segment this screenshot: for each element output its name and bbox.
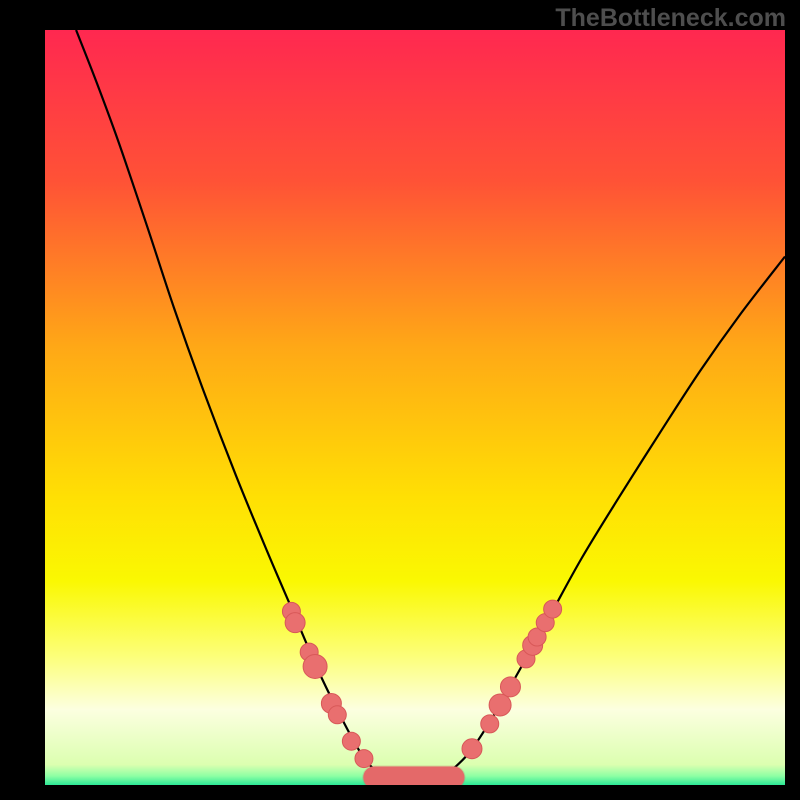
gradient-background [45, 30, 785, 785]
marker-cluster-left-pt [328, 706, 346, 724]
marker-cluster-left-pt [342, 732, 360, 750]
marker-cluster-left-pt [355, 750, 373, 768]
marker-cluster-right-pt [462, 739, 482, 759]
marker-cluster-right-pt [481, 715, 499, 733]
marker-cluster-right-pt [489, 694, 511, 716]
marker-cluster-right-pt [544, 600, 562, 618]
watermark-text: TheBottleneck.com [555, 4, 786, 33]
chart-root: TheBottleneck.com [0, 0, 800, 800]
marker-cluster-right-pt [500, 677, 520, 697]
plot-svg [45, 30, 785, 785]
plot-area [45, 30, 785, 785]
marker-cluster-left-pt [285, 613, 305, 633]
marker-cluster-left-pt [303, 654, 327, 678]
